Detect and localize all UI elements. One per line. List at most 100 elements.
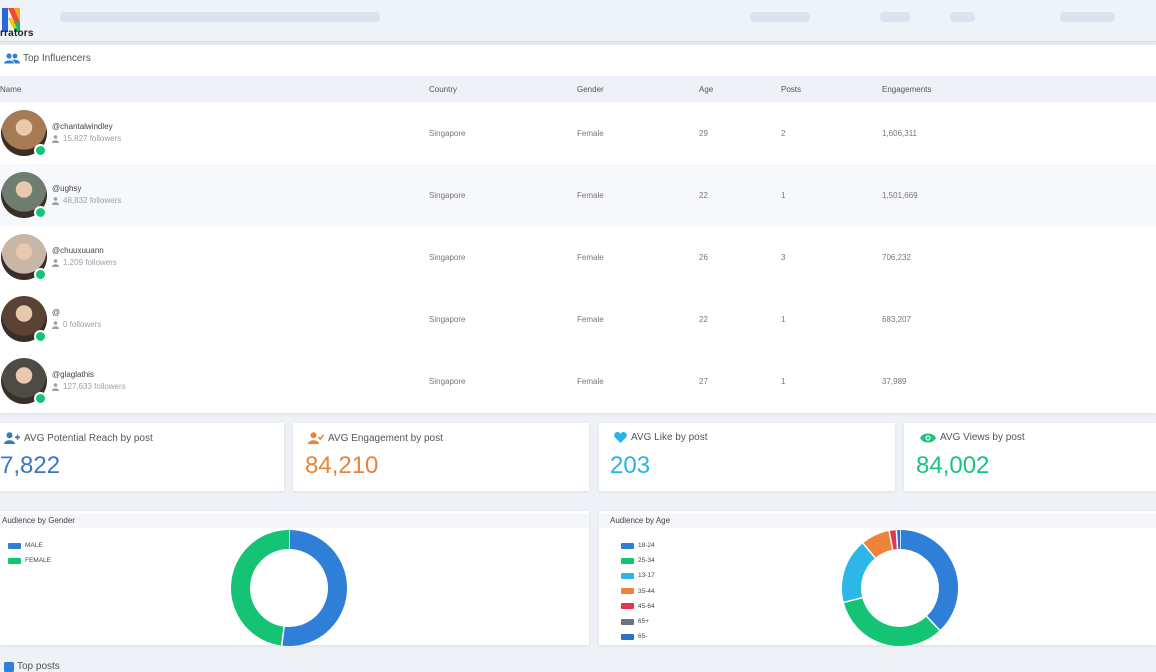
avg-like-card: AVG Like by post 203 — [599, 423, 895, 491]
user-icon — [52, 383, 59, 391]
online-status-icon — [34, 144, 47, 157]
avg-engagement-card: AVG Engagement by post 84,210 — [293, 423, 589, 491]
legend-swatch — [621, 573, 634, 579]
cell-age: 26 — [699, 253, 708, 262]
age-donut-chart[interactable] — [839, 527, 961, 649]
legend-item-35-44[interactable]: 35-44 — [621, 584, 655, 599]
table-row[interactable]: @ughsy 48,832 followers Singapore Female… — [0, 164, 1156, 226]
donut-slice-female[interactable] — [241, 540, 289, 637]
column-header-name[interactable]: Name — [0, 85, 21, 94]
follower-count: 15,827 followers — [52, 134, 121, 143]
donut-slice-18-24[interactable] — [900, 540, 949, 624]
cell-gender: Female — [577, 253, 604, 262]
audience-gender-card: Audience by Gender MALE FEMALE — [0, 511, 589, 645]
avg-views-label: AVG Views by post — [940, 432, 1025, 443]
legend-swatch — [621, 588, 634, 594]
legend-item-45-64[interactable]: 45-64 — [621, 599, 655, 614]
legend-swatch — [621, 634, 634, 640]
cell-age: 27 — [699, 377, 708, 386]
legend-item-18-24[interactable]: 18-24 — [621, 538, 655, 553]
audience-age-card: Audience by Age 18-24 25-34 13-17 35-44 … — [599, 511, 1156, 645]
online-status-icon — [34, 206, 47, 219]
avg-reach-card: AVG Potential Reach by post 7,822 — [0, 423, 284, 491]
table-header: Name Country Gender Age Posts Engagement… — [0, 76, 1156, 102]
follower-count: 0 followers — [52, 320, 101, 329]
user-icon — [52, 259, 59, 267]
influencer-handle[interactable]: @ughsy — [52, 184, 81, 193]
legend-item-male[interactable]: MALE — [8, 538, 51, 553]
cell-gender: Female — [577, 377, 604, 386]
cell-age: 22 — [699, 315, 708, 324]
cell-gender: Female — [577, 191, 604, 200]
column-header-country[interactable]: Country — [429, 85, 457, 94]
legend-swatch — [621, 603, 634, 609]
table-row[interactable]: @ 0 followers Singapore Female 22 1 683,… — [0, 288, 1156, 350]
avg-reach-value: 7,822 — [0, 452, 60, 480]
donut-slice-male[interactable] — [283, 540, 338, 637]
influencer-handle[interactable]: @glaglathis — [52, 370, 94, 379]
cell-posts: 1 — [781, 191, 785, 200]
legend-swatch — [621, 619, 634, 625]
cell-gender: Female — [577, 129, 604, 138]
gender-donut-chart[interactable] — [228, 527, 350, 649]
heart-icon — [614, 432, 627, 443]
cell-gender: Female — [577, 315, 604, 324]
top-influencers-title: Top Influencers — [4, 53, 91, 64]
cell-posts: 1 — [781, 377, 785, 386]
cell-engagements: 683,207 — [882, 315, 911, 324]
user-icon — [52, 321, 59, 329]
top-influencers-card: Top Influencers Name Country Gender Age … — [0, 45, 1156, 413]
avg-views-card: AVG Views by post 84,002 — [904, 423, 1156, 491]
cell-age: 22 — [699, 191, 708, 200]
user-icon — [52, 135, 59, 143]
follower-count: 127,633 followers — [52, 382, 126, 391]
legend-item-13-17[interactable]: 13-17 — [621, 568, 655, 583]
influencer-handle[interactable]: @chuuxuuann — [52, 246, 104, 255]
avg-engagement-value: 84,210 — [305, 452, 378, 480]
column-header-posts[interactable]: Posts — [781, 85, 801, 94]
influencer-handle[interactable]: @chantalwindley — [52, 122, 113, 131]
cell-country: Singapore — [429, 191, 465, 200]
table-row[interactable]: @chantalwindley 15,827 followers Singapo… — [0, 102, 1156, 164]
column-header-age[interactable]: Age — [699, 85, 713, 94]
cell-country: Singapore — [429, 253, 465, 262]
avg-reach-label: AVG Potential Reach by post — [24, 433, 153, 444]
donut-slice-25-34[interactable] — [853, 600, 933, 636]
top-navbar: rrators — [0, 0, 1156, 42]
cell-posts: 3 — [781, 253, 785, 262]
online-status-icon — [34, 268, 47, 281]
legend-item-65-plus[interactable]: 65+ — [621, 614, 655, 629]
legend-item-female[interactable]: FEMALE — [8, 553, 51, 568]
donut-slice-13-17[interactable] — [852, 551, 870, 600]
legend-swatch — [621, 558, 634, 564]
avg-like-label: AVG Like by post — [631, 432, 708, 443]
column-header-engagements[interactable]: Engagements — [882, 85, 931, 94]
column-header-gender[interactable]: Gender — [577, 85, 604, 94]
legend-item-25-34[interactable]: 25-34 — [621, 553, 655, 568]
table-row[interactable]: @chuuxuuann 1,209 followers Singapore Fe… — [0, 226, 1156, 288]
cell-posts: 2 — [781, 129, 785, 138]
donut-slice-45-64[interactable] — [891, 540, 897, 541]
audience-age-title: Audience by Age — [599, 514, 1156, 528]
legend-swatch — [8, 558, 21, 564]
online-status-icon — [34, 330, 47, 343]
online-status-icon — [34, 392, 47, 405]
donut-slice-35-44[interactable] — [869, 540, 891, 550]
follower-count: 1,209 followers — [52, 258, 117, 267]
cell-country: Singapore — [429, 377, 465, 386]
users-icon — [4, 53, 20, 64]
cell-engagements: 1,606,311 — [882, 129, 917, 138]
add-user-icon — [4, 432, 20, 444]
avg-like-value: 203 — [610, 452, 650, 480]
legend-item-65-minus[interactable]: 65- — [621, 629, 655, 644]
blurred-nav — [1060, 12, 1115, 22]
blurred-nav — [60, 12, 380, 22]
influencer-handle[interactable]: @ — [52, 308, 60, 317]
cell-country: Singapore — [429, 129, 465, 138]
table-row[interactable]: @glaglathis 127,633 followers Singapore … — [0, 350, 1156, 412]
gender-legend: MALE FEMALE — [8, 538, 51, 568]
cell-engagements: 37,989 — [882, 377, 906, 386]
user-icon — [52, 197, 59, 205]
top-posts-title: Top posts — [4, 661, 60, 672]
cell-age: 29 — [699, 129, 708, 138]
